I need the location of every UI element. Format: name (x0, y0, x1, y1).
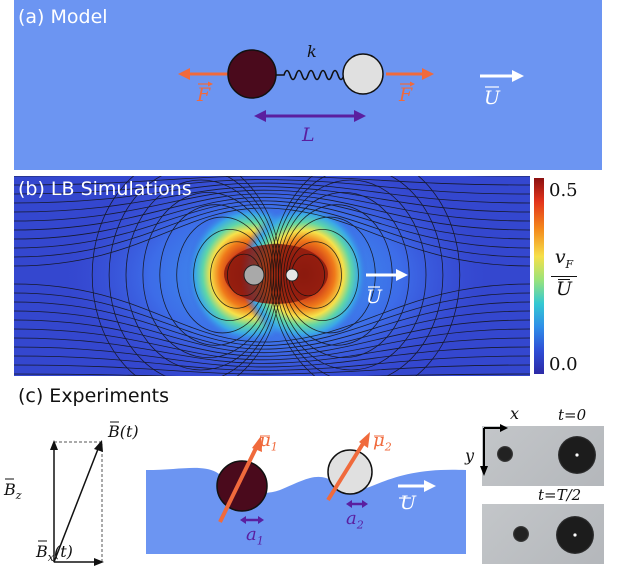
streamline (14, 196, 530, 240)
streamline (14, 337, 530, 364)
bz-label: Bz (4, 480, 22, 503)
spring-coil (276, 69, 346, 81)
micrograph-top (482, 426, 604, 486)
streamline (14, 283, 530, 343)
a1-label: a1 (246, 524, 264, 548)
force-label-right: F (399, 84, 413, 106)
velocity-arrowhead-c (424, 480, 436, 492)
micrograph-axes (480, 424, 508, 476)
velocity-label-a: U (484, 87, 501, 109)
velocity-arrowhead-b (396, 269, 408, 281)
field-label: B(t) (108, 422, 139, 441)
axis-x-label: x (510, 404, 520, 423)
streamline-loop (273, 176, 444, 376)
sim-bead-left (243, 264, 265, 286)
vec-mark-f-right-head (410, 81, 415, 87)
streamline (14, 193, 530, 231)
panel-b: (b) LB Simulations U (14, 176, 530, 376)
streamline (14, 310, 530, 354)
micro-bottom-bead-large (556, 516, 594, 554)
streamline (14, 207, 530, 267)
fluid-body (146, 467, 466, 554)
panel-a-title: (a) Model (18, 6, 108, 28)
velocity-label-c: U (400, 492, 417, 514)
streamline (14, 301, 530, 350)
force-arrowhead-left (178, 68, 190, 80)
bx-label: Bx(t) (36, 542, 73, 565)
bead-light (342, 53, 384, 95)
panel-b-title: (b) LB Simulations (18, 178, 192, 200)
streamline (14, 189, 530, 222)
colorbar-min: 0.0 (549, 354, 578, 375)
panel-a-drawing (178, 49, 524, 122)
axis-y-label: y (465, 446, 475, 465)
a2-arrowhead-left (346, 500, 352, 508)
streamline (14, 182, 530, 204)
panel-c-title: (c) Experiments (18, 385, 169, 407)
streamline (14, 346, 530, 368)
micro-bottom-bead-small (513, 526, 529, 542)
streamline (14, 355, 530, 371)
streamline (14, 179, 530, 195)
streamline (14, 176, 530, 186)
streamline-loop (270, 176, 461, 376)
mu1-label: μ1 (259, 430, 278, 454)
colorbar-numerator-sub: F (565, 257, 574, 271)
force-label-left: F (197, 84, 211, 106)
exp-bead-dark (216, 460, 268, 512)
mu1-arrow (218, 445, 259, 523)
streamline-loop (91, 176, 282, 376)
sim-bead-right (285, 268, 299, 282)
colorbar-quantity: vF U (551, 248, 577, 298)
colorbar (534, 178, 544, 374)
field-diagram (5, 421, 119, 566)
streamline (14, 292, 530, 346)
velocity-arrowhead-a (512, 70, 524, 82)
mu2-arrowhead (359, 432, 370, 448)
vec-mark-f-left-head (208, 81, 213, 87)
panel-a: (a) Model k F F U L (14, 0, 602, 170)
streamline (14, 328, 530, 361)
mu1-arrowhead (252, 436, 262, 452)
a1-arrowhead-right (258, 516, 264, 524)
colorbar-max: 0.5 (549, 180, 578, 201)
streamline-loop (176, 216, 269, 334)
streamline (14, 186, 530, 213)
time-label-bottom: t=T/2 (538, 486, 582, 504)
streamline-loop (108, 176, 279, 376)
streamlines (14, 176, 530, 376)
streamline-loop (193, 229, 267, 321)
flow-field (14, 176, 530, 376)
length-arrowhead-right (354, 110, 366, 122)
spring-label: k (307, 42, 317, 61)
streamline (14, 200, 530, 249)
mu2-arrow (326, 440, 366, 502)
a2-label: a2 (346, 508, 364, 532)
micro-top-bead-small (497, 446, 513, 462)
bead-dark (227, 49, 277, 99)
streamline-loop (275, 179, 427, 371)
length-arrowhead-left (254, 110, 266, 122)
time-label-top: t=0 (558, 406, 587, 424)
mu2-label: μ2 (373, 430, 392, 454)
a2-arrowhead-right (362, 500, 368, 508)
colorbar-denominator: U (555, 277, 572, 300)
force-arrowhead-right (422, 68, 434, 80)
streamline (14, 319, 530, 357)
micro-top-bead-large (558, 436, 596, 474)
colorbar-numerator: v (554, 246, 566, 268)
a1-arrowhead-left (240, 516, 246, 524)
streamline (14, 364, 530, 375)
velocity-label-b: U (366, 286, 383, 308)
streamline (14, 373, 530, 376)
micrograph-bottom (482, 504, 604, 564)
length-label: L (302, 124, 315, 146)
streamline (14, 204, 530, 258)
experiment-schematic (146, 432, 466, 554)
